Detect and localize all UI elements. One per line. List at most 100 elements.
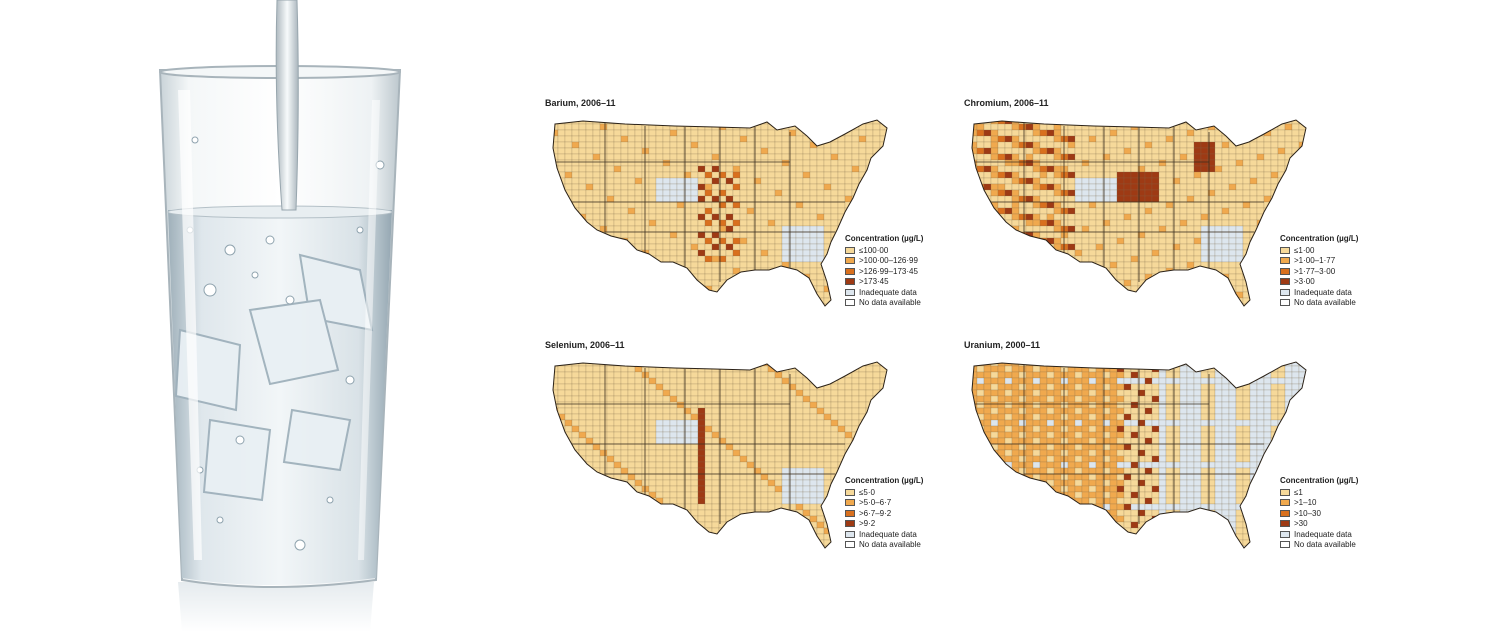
county-cell (1263, 120, 1272, 125)
county-cell (697, 401, 706, 409)
county-cell (1242, 183, 1251, 191)
county-cell (1123, 219, 1132, 227)
county-cell (1214, 141, 1223, 149)
county-cell (669, 213, 678, 221)
county-cell (739, 183, 748, 191)
county-cell (1060, 279, 1069, 287)
county-cell (1039, 135, 1048, 143)
county-cell (655, 455, 664, 463)
county-cell (1214, 261, 1223, 269)
county-cell (746, 467, 755, 475)
county-cell (606, 219, 615, 227)
county-cell (704, 135, 713, 143)
county-cell (1123, 231, 1132, 239)
county-cell (1263, 237, 1272, 245)
county-cell (578, 129, 587, 137)
county-cell (1089, 310, 1096, 316)
county-cell (795, 201, 804, 209)
county-cell (990, 120, 999, 125)
county-cell (983, 255, 992, 263)
county-cell (669, 225, 678, 233)
county-cell (1186, 141, 1195, 149)
county-cell (795, 467, 804, 475)
county-cell (613, 545, 622, 548)
county-cell (620, 497, 629, 505)
county-cell (592, 297, 601, 305)
county-cell (1039, 153, 1048, 161)
county-cell (1249, 273, 1258, 281)
county-cell (620, 123, 629, 131)
county-cell (879, 207, 887, 215)
county-cell (1221, 153, 1230, 161)
county-cell (809, 362, 818, 367)
county-cell (641, 171, 650, 179)
county-cell (606, 377, 615, 385)
county-cell (1061, 310, 1068, 316)
county-cell (564, 141, 573, 149)
county-cell (1200, 219, 1209, 227)
county-cell (592, 401, 601, 409)
county-cell (711, 255, 720, 263)
county-cell (830, 407, 839, 415)
county-cell (669, 533, 678, 541)
county-cell (648, 443, 657, 451)
county-cell (732, 539, 741, 547)
county-cell (746, 207, 755, 215)
county-cell (1305, 201, 1306, 209)
county-cell (655, 545, 664, 548)
county-cell (774, 533, 783, 541)
county-cell (578, 303, 587, 306)
county-cell (571, 371, 580, 379)
county-cell (1067, 362, 1076, 367)
county-cell (858, 159, 867, 167)
county-cell (880, 310, 887, 316)
county-cell (606, 425, 615, 433)
county-cell (669, 153, 678, 161)
county-cell (858, 395, 867, 403)
county-cell (655, 491, 664, 499)
county-cell (571, 147, 580, 155)
county-cell (655, 461, 664, 469)
county-cell (655, 437, 664, 445)
county-cell (620, 371, 629, 379)
county-cell (886, 413, 887, 421)
county-cell (1179, 261, 1188, 269)
county-cell (571, 189, 580, 197)
county-cell (553, 141, 559, 149)
county-cell (739, 159, 748, 167)
county-cell (795, 521, 804, 529)
county-cell (1144, 159, 1153, 167)
county-cell (1249, 207, 1258, 215)
county-cell (1026, 310, 1033, 316)
county-cell (795, 401, 804, 409)
county-cell (1207, 273, 1216, 281)
county-cell (592, 285, 601, 293)
county-cell (578, 539, 587, 547)
county-cell (858, 371, 867, 379)
map-title: Barium, 2006–11 (545, 98, 616, 108)
county-cell (711, 362, 720, 367)
county-cell (1123, 129, 1132, 137)
county-cell (648, 225, 657, 233)
county-cell (1263, 159, 1272, 167)
county-cell (809, 509, 818, 517)
county-cell (704, 237, 713, 245)
county-cell (782, 310, 789, 316)
county-cell (1018, 177, 1027, 185)
county-cell (1053, 219, 1062, 227)
county-cell (1130, 231, 1139, 239)
county-cell (655, 479, 664, 487)
county-cell (697, 219, 706, 227)
county-cell (627, 201, 636, 209)
county-cell (1130, 195, 1139, 203)
county-cell (557, 255, 566, 263)
county-cell (851, 153, 860, 161)
county-cell (767, 485, 776, 493)
county-cell (802, 195, 811, 203)
county-cell (1165, 207, 1174, 215)
county-cell (1011, 183, 1020, 191)
county-cell (830, 545, 839, 548)
county-cell (1067, 273, 1076, 281)
county-cell (557, 261, 566, 269)
county-cell (606, 521, 615, 529)
